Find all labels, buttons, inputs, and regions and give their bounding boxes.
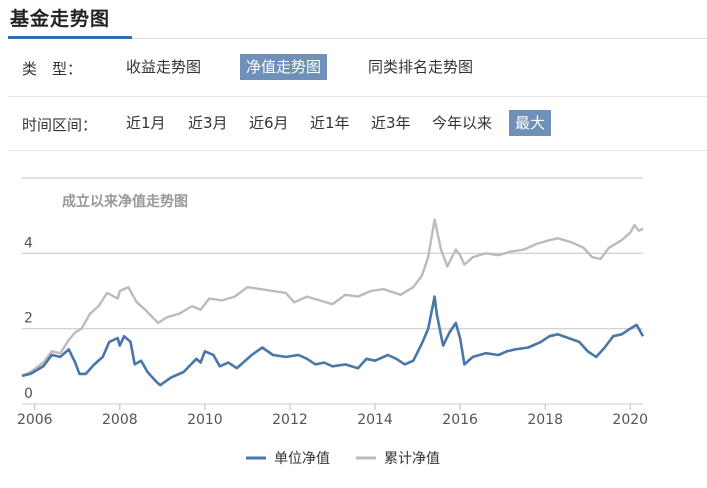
title-rule — [8, 38, 707, 39]
x-tick-label: 2018 — [527, 412, 563, 428]
series-line-cumulative-nav[interactable] — [21, 218, 644, 377]
x-axis-ticks: 2006 2008 2010 2012 2014 2016 2018 2020 — [17, 404, 648, 428]
x-tick-label: 2008 — [102, 412, 138, 428]
x-tick-label: 2016 — [442, 412, 478, 428]
option-peer-rank-chart[interactable]: 同类排名走势图 — [368, 58, 474, 76]
legend-label-unit-nav[interactable]: 单位净值 — [274, 451, 330, 467]
time-range-label: 时间区间： — [22, 116, 98, 134]
chart-type-row: 类 型： 收益走势图 净值走势图 同类排名走势图 — [8, 40, 707, 97]
series-line-unit-nav[interactable] — [21, 295, 645, 387]
chart-gridlines — [22, 177, 643, 330]
range-1y[interactable]: 近1年 — [310, 114, 350, 132]
legend-label-cumulative-nav[interactable]: 累计净值 — [384, 451, 440, 467]
chart-series — [21, 218, 645, 387]
y-axis-ticks: 0 2 4 — [24, 235, 33, 402]
range-ytd[interactable]: 今年以来 — [432, 114, 493, 132]
title-underline — [8, 36, 132, 39]
range-1m[interactable]: 近1月 — [126, 114, 166, 132]
nav-trend-chart: 024 成立以来净值走势图 2006 2008 2010 2012 2014 2016 20… — [17, 177, 648, 467]
option-nav-chart[interactable]: 净值走势图 — [240, 54, 328, 80]
range-3y[interactable]: 近3年 — [371, 114, 411, 132]
y-tick-label: 2 — [24, 311, 33, 327]
x-tick-label: 2020 — [612, 412, 648, 428]
x-tick-label: 2012 — [272, 412, 308, 428]
x-tick-label: 2010 — [187, 412, 223, 428]
x-tick-label: 2014 — [357, 412, 393, 428]
range-6m[interactable]: 近6月 — [249, 114, 289, 132]
time-range-row: 时间区间： 近1月 近3月 近6月 近1年 近3年 今年以来 最大 — [8, 96, 707, 151]
x-tick-label: 2006 — [17, 412, 53, 428]
range-max[interactable]: 最大 — [509, 110, 552, 136]
range-3m[interactable]: 近3月 — [188, 114, 228, 132]
y-tick-label: 4 — [24, 235, 33, 251]
chart-legend[interactable]: 单位净值 累计净值 — [246, 451, 440, 467]
option-return-chart[interactable]: 收益走势图 — [126, 58, 202, 76]
chart-title: 成立以来净值走势图 — [62, 193, 188, 210]
section-title: 基金走势图 — [10, 8, 111, 30]
y-tick-label: 0 — [24, 386, 33, 402]
chart-type-label: 类 型： — [22, 60, 83, 78]
